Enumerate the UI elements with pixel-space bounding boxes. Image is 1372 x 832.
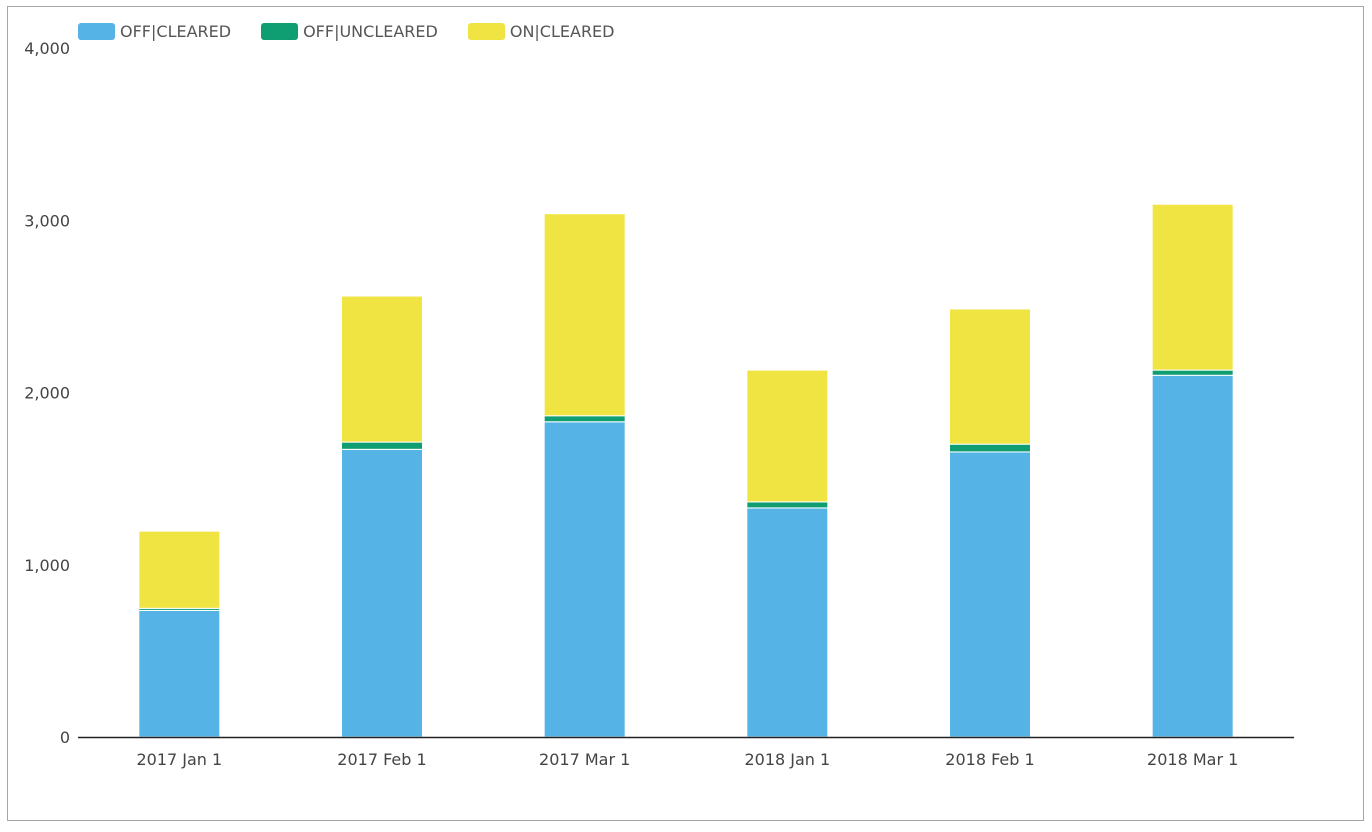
bar-off-cleared-4[interactable] bbox=[949, 451, 1031, 738]
bar-off-cleared-3[interactable] bbox=[746, 507, 829, 738]
x-tick-label: 2017 Jan 1 bbox=[136, 750, 222, 769]
bar-on-cleared-0[interactable] bbox=[138, 530, 221, 609]
bar-on-cleared-1[interactable] bbox=[341, 295, 423, 443]
bar-off-cleared-0[interactable] bbox=[138, 609, 221, 738]
legend-item-on-cleared[interactable]: ON|CLEARED bbox=[467, 21, 615, 41]
bar-on-cleared-4[interactable] bbox=[949, 308, 1031, 445]
y-tick-label: 1,000 bbox=[24, 556, 70, 575]
legend-item-off-uncleared[interactable]: OFF|UNCLEARED bbox=[261, 22, 438, 41]
legend-item-off-cleared[interactable]: OFF|CLEARED bbox=[78, 22, 231, 41]
x-tick-label: 2018 Mar 1 bbox=[1147, 750, 1238, 769]
x-tick-label: 2018 Feb 1 bbox=[945, 750, 1034, 769]
bar-off-uncleared-3[interactable] bbox=[746, 501, 829, 509]
bars-group bbox=[138, 203, 1234, 738]
x-tick-label: 2017 Feb 1 bbox=[337, 750, 426, 769]
bar-off-uncleared-2[interactable] bbox=[543, 415, 626, 423]
x-tick-label: 2017 Mar 1 bbox=[539, 750, 630, 769]
y-tick-label: 4,000 bbox=[24, 39, 70, 58]
legend-label: OFF|CLEARED bbox=[120, 21, 232, 41]
y-tick-label: 3,000 bbox=[24, 211, 70, 230]
bar-on-cleared-5[interactable] bbox=[1151, 203, 1234, 371]
bar-off-cleared-2[interactable] bbox=[543, 421, 626, 738]
x-axis: 2017 Jan 1 2017 Feb 1 2017 Mar 1 2018 Jan 1… bbox=[78, 736, 1294, 769]
bar-off-cleared-5[interactable] bbox=[1151, 374, 1234, 738]
bar-on-cleared-2[interactable] bbox=[543, 213, 626, 417]
bar-off-uncleared-5[interactable] bbox=[1151, 369, 1234, 376]
legend-swatch-off-cleared bbox=[78, 22, 115, 40]
bar-on-cleared-3[interactable] bbox=[746, 369, 829, 503]
chart-frame bbox=[7, 6, 1364, 821]
legend-swatch-on-cleared bbox=[467, 22, 505, 40]
chart-legend: OFF|CLEARED OFF|UNCLEARED ON|CLEARED bbox=[78, 19, 644, 43]
legend-swatch-off-uncleared bbox=[261, 22, 299, 40]
x-tick-label: 2018 Jan 1 bbox=[744, 750, 830, 769]
y-tick-label: 0 bbox=[60, 728, 70, 747]
legend-label: OFF|UNCLEARED bbox=[303, 21, 438, 41]
bar-off-uncleared-1[interactable] bbox=[341, 441, 423, 450]
bar-off-uncleared-4[interactable] bbox=[949, 443, 1031, 453]
bar-off-cleared-1[interactable] bbox=[341, 448, 423, 738]
y-tick-label: 2,000 bbox=[24, 384, 70, 403]
y-axis: 0 1,000 2,000 3,000 4,000 bbox=[24, 39, 70, 747]
legend-label: ON|CLEARED bbox=[509, 21, 615, 41]
